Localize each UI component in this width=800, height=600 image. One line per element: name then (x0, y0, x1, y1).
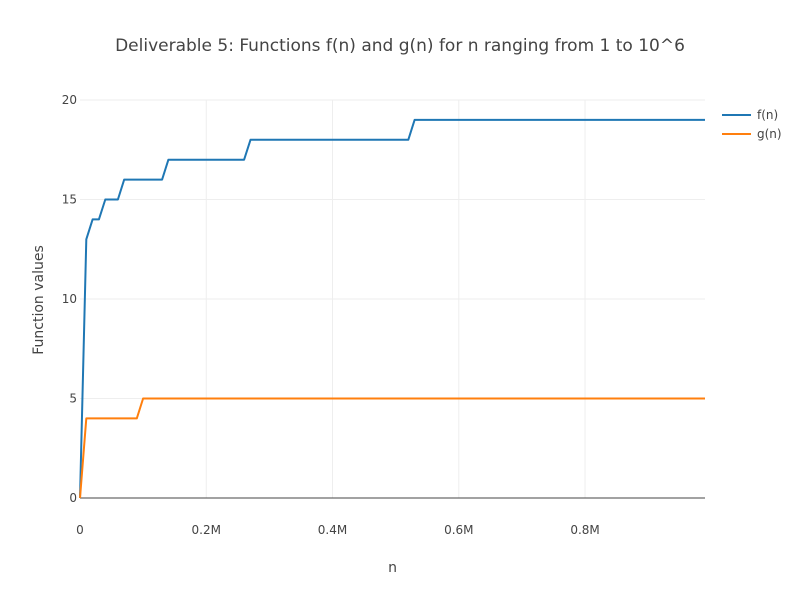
y-axis-ticks: 0 5 10 15 20 (62, 93, 77, 505)
x-tick-label: 0.8M (570, 523, 599, 537)
x-axis-title: n (388, 560, 397, 576)
y-tick-label: 5 (69, 392, 77, 406)
x-axis-ticks: 0 0.2M 0.4M 0.6M 0.8M (76, 523, 600, 537)
legend-item-f[interactable]: f(n) (722, 108, 778, 122)
x-tick-label: 0.2M (192, 523, 221, 537)
y-tick-label: 0 (69, 491, 77, 505)
x-tick-label: 0.6M (444, 523, 473, 537)
series-line-g (79, 397, 705, 499)
x-tick-label: 0 (76, 523, 84, 537)
chart-title: Deliverable 5: Functions f(n) and g(n) f… (115, 36, 685, 56)
y-axis-title: Function values (31, 245, 47, 355)
x-tick-label: 0.4M (318, 523, 347, 537)
y-tick-label: 10 (62, 292, 77, 306)
y-tick-label: 20 (62, 93, 77, 107)
legend-label: f(n) (757, 108, 778, 122)
legend-item-g[interactable]: g(n) (722, 127, 782, 141)
legend-label: g(n) (757, 127, 782, 141)
series-layer (79, 118, 705, 499)
y-tick-label: 15 (62, 193, 77, 207)
series-line-f (79, 118, 705, 499)
legend[interactable]: f(n) g(n) (722, 108, 782, 141)
